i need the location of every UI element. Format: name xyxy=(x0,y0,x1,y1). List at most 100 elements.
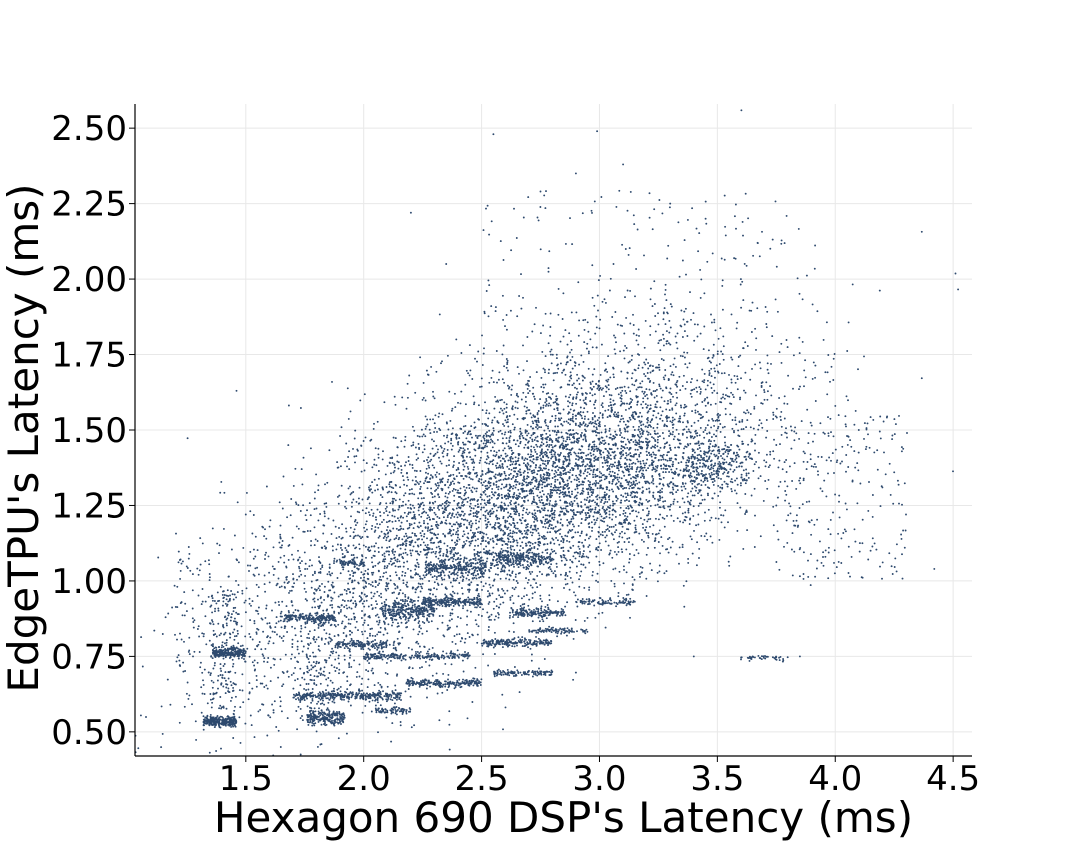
data-point xyxy=(532,673,535,675)
data-point xyxy=(764,655,766,657)
data-point xyxy=(369,632,371,635)
data-point xyxy=(379,691,382,693)
data-point xyxy=(434,595,437,598)
data-point xyxy=(385,510,388,513)
data-point xyxy=(208,639,211,642)
data-point xyxy=(390,491,393,494)
data-point xyxy=(351,501,353,504)
data-point xyxy=(212,648,214,651)
data-point xyxy=(447,681,450,684)
data-point xyxy=(462,604,465,607)
data-point xyxy=(387,696,390,699)
data-point xyxy=(712,419,715,422)
data-point xyxy=(401,396,404,399)
data-point xyxy=(487,643,490,646)
data-point xyxy=(446,598,449,601)
data-point xyxy=(680,406,683,409)
data-point xyxy=(736,483,739,486)
data-point xyxy=(383,567,386,570)
data-point xyxy=(533,448,536,451)
data-point xyxy=(440,446,443,449)
data-point xyxy=(307,647,310,650)
data-point xyxy=(212,629,215,632)
data-point xyxy=(509,611,511,614)
data-point xyxy=(438,600,441,603)
data-point xyxy=(614,336,617,339)
data-point xyxy=(470,565,473,568)
data-point xyxy=(321,623,324,626)
data-point xyxy=(393,612,396,615)
data-point xyxy=(606,602,609,605)
data-point xyxy=(509,464,512,466)
data-point xyxy=(341,694,344,697)
data-point xyxy=(530,630,533,633)
data-point xyxy=(441,578,444,581)
data-point xyxy=(417,616,420,619)
data-point xyxy=(409,708,412,711)
data-point xyxy=(397,608,400,611)
data-point xyxy=(243,658,245,660)
data-point xyxy=(567,400,569,403)
data-point xyxy=(317,718,320,721)
data-point xyxy=(415,652,418,655)
data-point xyxy=(390,480,393,483)
data-point xyxy=(734,419,737,422)
data-point xyxy=(652,482,655,485)
data-point xyxy=(463,485,465,488)
data-point xyxy=(244,650,247,653)
data-point xyxy=(317,720,320,723)
data-point xyxy=(295,698,297,701)
data-point xyxy=(451,560,454,563)
data-point xyxy=(491,592,494,595)
data-point xyxy=(571,630,574,633)
data-point xyxy=(206,714,209,717)
data-point xyxy=(381,496,384,499)
data-point xyxy=(302,645,305,648)
data-point xyxy=(451,407,454,410)
data-point xyxy=(537,631,540,634)
data-point xyxy=(629,390,632,393)
data-point xyxy=(222,657,225,660)
data-point xyxy=(563,611,566,614)
data-point xyxy=(580,522,583,525)
data-point xyxy=(309,618,312,621)
data-point xyxy=(517,614,520,616)
data-point xyxy=(409,657,412,660)
data-point xyxy=(313,636,316,638)
data-point xyxy=(398,693,401,696)
data-point xyxy=(231,724,234,726)
data-point xyxy=(215,691,218,694)
data-point xyxy=(377,652,380,655)
data-point xyxy=(607,408,610,411)
data-point xyxy=(463,653,466,656)
data-point xyxy=(273,700,276,703)
data-point xyxy=(398,657,401,660)
data-point xyxy=(389,502,392,505)
data-point xyxy=(581,598,584,600)
data-point xyxy=(221,718,224,721)
data-point xyxy=(662,376,665,379)
data-point xyxy=(353,659,356,662)
data-point xyxy=(458,678,461,681)
data-point xyxy=(443,574,446,577)
data-point xyxy=(493,675,496,678)
data-point xyxy=(373,655,376,658)
data-point xyxy=(345,592,348,595)
data-point xyxy=(322,718,325,720)
data-point xyxy=(559,614,561,617)
data-point xyxy=(349,654,352,657)
data-point xyxy=(430,487,433,490)
data-point xyxy=(532,642,535,645)
data-point xyxy=(306,719,309,722)
data-point xyxy=(342,562,345,565)
data-point xyxy=(211,719,214,722)
data-point xyxy=(433,566,436,569)
data-point xyxy=(649,562,652,565)
data-point xyxy=(434,552,437,555)
data-point xyxy=(623,568,625,571)
data-point xyxy=(554,628,557,631)
data-point xyxy=(477,544,480,547)
data-point xyxy=(415,608,418,611)
data-point xyxy=(548,630,551,633)
data-point xyxy=(576,391,579,394)
